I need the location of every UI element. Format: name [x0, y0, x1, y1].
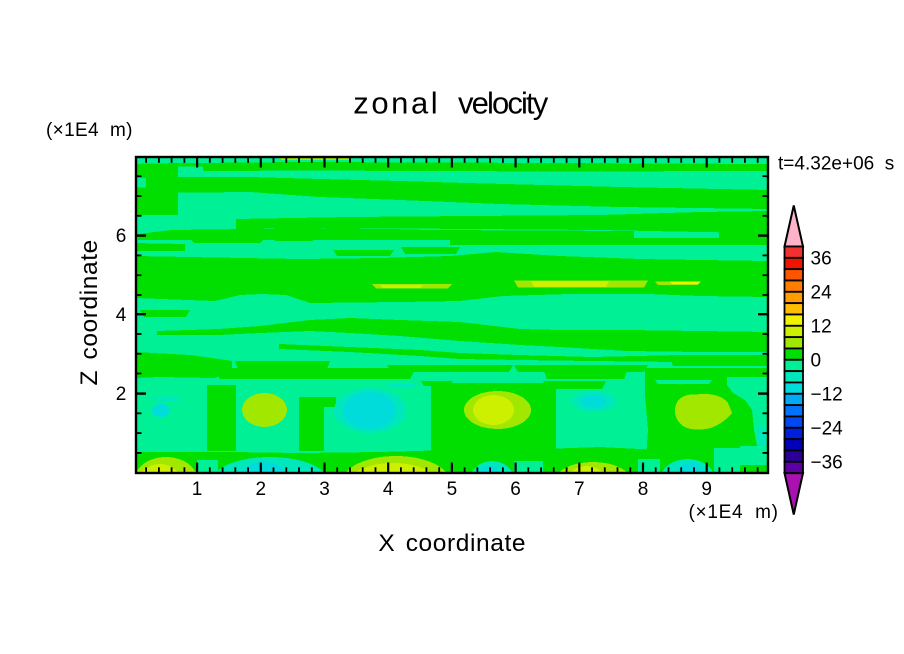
svg-text:6: 6 — [116, 226, 127, 247]
svg-text:t=4.32e+06 s: t=4.32e+06 s — [778, 154, 894, 175]
svg-text:5: 5 — [447, 479, 458, 500]
svg-text:−12: −12 — [811, 384, 843, 405]
svg-text:8: 8 — [638, 479, 649, 500]
svg-text:24: 24 — [811, 282, 833, 303]
svg-text:zonal: zonal — [353, 86, 437, 121]
svg-text:(×1E4 m): (×1E4 m) — [689, 502, 779, 523]
svg-text:coordinate: coordinate — [76, 240, 103, 360]
svg-text:2: 2 — [256, 479, 267, 500]
svg-text:2: 2 — [116, 384, 127, 405]
svg-text:12: 12 — [811, 316, 832, 337]
svg-text:9: 9 — [701, 479, 712, 500]
svg-text:4: 4 — [116, 305, 127, 326]
svg-text:3: 3 — [319, 479, 330, 500]
svg-text:36: 36 — [811, 248, 832, 269]
svg-text:coordinate: coordinate — [406, 530, 526, 557]
svg-text:−24: −24 — [811, 418, 844, 439]
svg-text:Z: Z — [76, 371, 103, 386]
svg-text:0: 0 — [811, 350, 822, 371]
svg-text:6: 6 — [510, 479, 521, 500]
svg-text:4: 4 — [383, 479, 394, 500]
svg-text:−36: −36 — [811, 452, 843, 473]
svg-text:1: 1 — [192, 479, 203, 500]
svg-text:(×1E4 m): (×1E4 m) — [46, 120, 133, 141]
svg-text:7: 7 — [574, 479, 585, 500]
svg-text:velocity: velocity — [458, 86, 549, 121]
svg-text:X: X — [378, 530, 394, 557]
